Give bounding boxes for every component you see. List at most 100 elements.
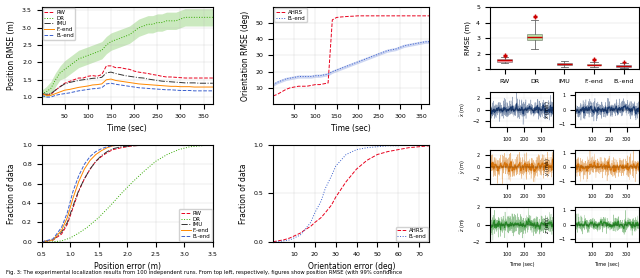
F.-end [98,82,106,86]
AHRS [383,14,391,18]
AHRS [396,14,404,18]
B.-end [93,87,101,90]
F.-end [140,83,147,86]
IMU [181,81,189,85]
DR [49,240,57,244]
B.-end [349,62,357,65]
B.-end [342,153,350,156]
DR [107,40,115,43]
AHRS [358,14,365,18]
B.-end [375,52,383,56]
RW [79,76,87,80]
DR [65,64,73,68]
B.-end [371,54,378,57]
IMU [47,92,54,95]
B.-end [286,76,294,80]
B.-end [353,148,360,151]
AHRS [388,14,396,18]
AHRS [278,90,285,94]
B.-end [280,239,287,243]
B.-end [104,145,111,148]
F.-end [49,238,57,242]
B.-end [417,41,425,44]
PathPatch shape [557,63,572,65]
B.-end [109,144,116,147]
F.-end [163,84,170,88]
B.-end [191,89,198,93]
IMU [158,80,166,83]
B.-end [38,94,45,97]
B.-end [209,89,217,93]
IMU [86,167,94,171]
IMU [84,77,92,81]
DR [135,26,143,29]
F.-end [42,94,50,97]
RW [158,75,166,78]
IMU [70,80,78,83]
F.-end [177,85,184,88]
IMU [58,230,65,234]
F.-end [195,85,203,89]
AHRS [362,14,370,18]
RW [42,94,50,97]
DR [144,23,152,26]
F.-end [69,197,77,200]
RW [181,76,189,80]
DR [177,18,184,21]
B.-end [61,92,68,95]
AHRS [282,88,290,91]
IMU [92,160,100,163]
Legend: RW, DR, IMU, F.-end, B.-end: RW, DR, IMU, F.-end, B.-end [179,209,212,241]
DR [131,29,138,33]
B.-end [421,40,429,43]
AHRS [299,85,307,88]
AHRS [392,14,399,18]
IMU [79,78,87,81]
RW [70,78,78,81]
B.-end [269,83,277,86]
AHRS [394,148,402,151]
DR [149,23,157,26]
DR [129,180,137,183]
AHRS [280,238,287,242]
B.-end [186,89,193,92]
B.-end [290,236,298,240]
RW [172,76,180,79]
Y-axis label: $\tilde{x}$ (m): $\tilde{x}$ (m) [458,102,467,117]
F.-end [107,77,115,81]
B.-end [79,88,87,92]
B.-end [92,150,100,153]
IMU [186,81,193,85]
B.-end [65,91,73,95]
B.-end [321,187,329,190]
B.-end [383,49,391,52]
F.-end [58,229,65,232]
IMU [52,88,60,92]
Line: DR: DR [42,145,213,242]
F.-end [186,85,193,88]
Y-axis label: Orientation RMSE (deg): Orientation RMSE (deg) [241,10,250,101]
IMU [109,147,116,150]
B.-end [291,76,298,79]
F.-end [38,240,45,244]
B.-end [195,89,203,93]
B.-end [200,89,207,93]
AHRS [303,85,311,88]
B.-end [204,89,212,93]
B.-end [307,75,315,78]
F.-end [56,90,64,94]
DR [42,90,50,94]
F.-end [200,85,207,89]
Y-axis label: Position RMSE (m): Position RMSE (m) [8,21,17,90]
AHRS [320,82,328,85]
DR [84,54,92,57]
B.-end [426,40,433,43]
B.-end [154,88,161,91]
AHRS [367,14,374,18]
IMU [38,92,45,95]
F.-end [154,84,161,87]
DR [79,56,87,59]
Line: F.-end: F.-end [42,79,213,95]
DR [200,16,207,19]
F.-end [129,143,137,147]
